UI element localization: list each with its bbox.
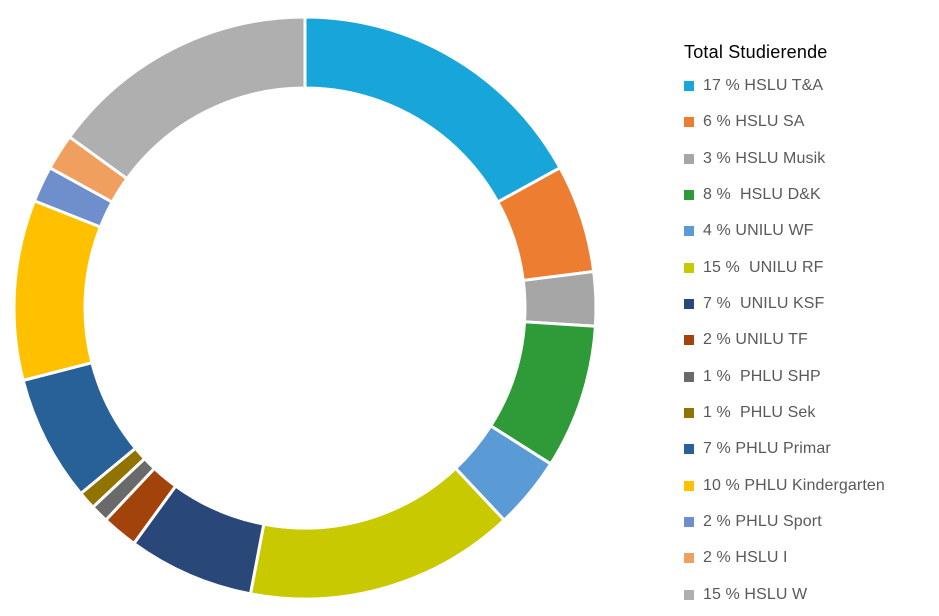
- legend-label: 15 % UNILU RF: [703, 258, 824, 276]
- legend-label: 7 % PHLU Primar: [703, 440, 831, 458]
- legend-label: 2 % PHLU Sport: [703, 513, 822, 531]
- donut-segment-hslu-musik[interactable]: [521, 270, 598, 328]
- legend-label: 15 % HSLU W: [703, 585, 808, 603]
- legend-swatch-icon: [684, 444, 694, 455]
- legend-swatch-icon: [684, 335, 694, 346]
- legend-swatch-icon: [684, 408, 694, 419]
- legend-label: 3 % HSLU Musik: [703, 149, 826, 167]
- legend-swatch-icon: [684, 226, 694, 237]
- legend-swatch-icon: [684, 117, 694, 128]
- legend-item-phlu-shp: 1 % PHLU SHP: [684, 359, 939, 395]
- legend-item-hslu-i: 2 % HSLU I: [684, 540, 939, 576]
- legend-item-phlu-primar: 7 % PHLU Primar: [684, 431, 939, 467]
- legend-swatch-icon: [684, 517, 694, 528]
- legend-label: 6 % HSLU SA: [703, 113, 805, 131]
- donut-chart: [12, 15, 598, 601]
- legend: Total Studierende 17 % HSLU T&A 6 % HSLU …: [684, 41, 939, 613]
- legend-swatch-icon: [684, 480, 694, 491]
- legend-item-hslu-musik: 3 % HSLU Musik: [684, 141, 939, 177]
- donut-segment-unilu-rf[interactable]: [248, 466, 506, 601]
- legend-list: 17 % HSLU T&A 6 % HSLU SA 3 % HSLU Musik 8 …: [684, 68, 939, 613]
- legend-label: 7 % UNILU KSF: [703, 295, 825, 313]
- legend-swatch-icon: [684, 589, 694, 600]
- legend-swatch-icon: [684, 190, 694, 201]
- legend-swatch-icon: [684, 81, 694, 92]
- legend-label: 1 % PHLU Sek: [703, 404, 816, 422]
- legend-item-unilu-tf: 2 % UNILU TF: [684, 322, 939, 358]
- legend-item-phlu-sport: 2 % PHLU Sport: [684, 504, 939, 540]
- donut-segment-hslu-w[interactable]: [68, 15, 307, 181]
- legend-item-phlu-kindergarten: 10 % PHLU Kindergarten: [684, 468, 939, 504]
- legend-label: 2 % HSLU I: [703, 549, 788, 567]
- legend-label: 1 % PHLU SHP: [703, 367, 821, 385]
- legend-item-unilu-ksf: 7 % UNILU KSF: [684, 286, 939, 322]
- legend-label: 4 % UNILU WF: [703, 222, 814, 240]
- legend-item-unilu-wf: 4 % UNILU WF: [684, 213, 939, 249]
- legend-label: 10 % PHLU Kindergarten: [703, 476, 885, 494]
- chart-title: Total Studierende: [684, 42, 828, 62]
- legend-item-hslu-d-k: 8 % HSLU D&K: [684, 177, 939, 213]
- legend-swatch-icon: [684, 371, 694, 382]
- legend-label: 8 % HSLU D&K: [703, 186, 821, 204]
- legend-item-hslu-t-a: 17 % HSLU T&A: [684, 68, 939, 104]
- legend-item-hslu-w: 15 % HSLU W: [684, 577, 939, 613]
- legend-swatch-icon: [684, 262, 694, 273]
- donut-segment-hslu-t-a[interactable]: [303, 15, 562, 204]
- legend-swatch-icon: [684, 299, 694, 310]
- legend-swatch-icon: [684, 553, 694, 564]
- legend-item-phlu-sek: 1 % PHLU Sek: [684, 395, 939, 431]
- legend-item-hslu-sa: 6 % HSLU SA: [684, 104, 939, 140]
- legend-label: 17 % HSLU T&A: [703, 77, 824, 95]
- legend-label: 2 % UNILU TF: [703, 331, 808, 349]
- legend-swatch-icon: [684, 153, 694, 164]
- legend-item-unilu-rf: 15 % UNILU RF: [684, 250, 939, 286]
- donut-segment-phlu-kindergarten[interactable]: [12, 199, 102, 382]
